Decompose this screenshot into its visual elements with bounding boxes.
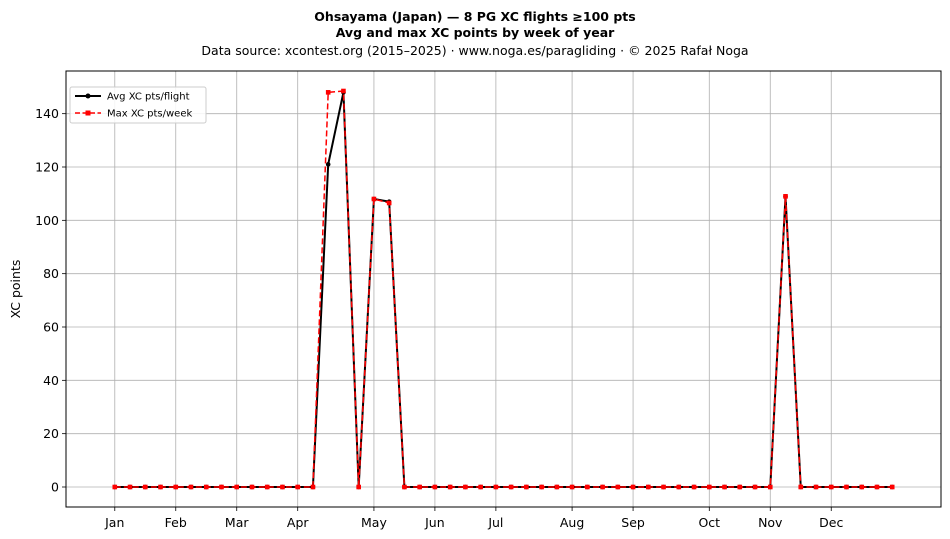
max-point [432, 484, 438, 490]
max-point [371, 196, 377, 202]
max-point [889, 484, 895, 490]
chart-title: Ohsayama (Japan) — 8 PG XC flights ≥100 … [314, 9, 635, 24]
max-point [127, 484, 133, 490]
legend: Avg XC pts/flight Max XC pts/week [69, 86, 207, 124]
max-point [478, 484, 483, 490]
max-point [630, 484, 636, 490]
max-point [356, 484, 361, 490]
max-point [447, 484, 453, 490]
max-point [325, 90, 331, 95]
max-point [539, 484, 544, 490]
legend-max-marker [85, 110, 91, 116]
max-point [264, 484, 270, 490]
y-tick-label: 0 [51, 480, 59, 495]
y-tick-label: 120 [35, 160, 59, 175]
x-tick-label: Dec [819, 515, 843, 530]
y-axis-label: XC points [8, 260, 23, 319]
series-layer [112, 88, 895, 490]
max-point [158, 484, 163, 490]
max-point [203, 484, 209, 490]
legend-avg-label: Avg XC pts/flight [107, 92, 190, 103]
legend-box [69, 86, 207, 124]
series-line-avg [114, 91, 893, 488]
y-tick-label: 20 [43, 426, 59, 441]
y-tick-label: 80 [43, 266, 59, 281]
x-tick-label: Jan [104, 515, 124, 530]
x-tick-label: Jul [487, 515, 503, 530]
max-point [386, 200, 392, 206]
max-point [844, 484, 849, 490]
x-tick-label: Nov [758, 515, 783, 530]
x-tick-label: Jun [424, 515, 445, 530]
max-point [463, 484, 468, 490]
max-point [524, 484, 529, 490]
max-point [767, 484, 773, 490]
legend-avg-marker [85, 93, 91, 99]
max-point [493, 484, 499, 490]
max-point [234, 484, 240, 490]
y-tick-label: 40 [43, 373, 59, 388]
x-tick-label: May [361, 515, 387, 530]
max-point [874, 484, 880, 490]
y-tick-label: 60 [43, 320, 59, 335]
max-point [737, 484, 743, 490]
grid [66, 71, 941, 507]
y-tick-label: 100 [35, 213, 59, 228]
x-tick-label: Sep [621, 515, 645, 530]
series-line-max [114, 90, 893, 488]
max-point [402, 484, 407, 490]
max-point [691, 484, 697, 490]
x-tick-label: Oct [698, 515, 720, 530]
chart-subtitle: Avg and max XC points by week of year [336, 25, 615, 40]
chart-source-line: Data source: xcontest.org (2015–2025) · … [201, 43, 748, 58]
max-point [798, 484, 804, 490]
max-point [828, 484, 834, 490]
x-tick-label: Apr [287, 515, 309, 530]
avg-point [325, 162, 331, 167]
max-point [112, 484, 118, 490]
max-point [600, 484, 605, 490]
max-point [661, 484, 666, 490]
x-axis-ticks: Jan Feb Mar Apr May Jun Jul Aug Sep Oct Nov Dec [104, 507, 843, 530]
max-point [722, 484, 727, 490]
max-point [706, 484, 712, 490]
max-point [508, 484, 514, 490]
max-point [554, 484, 560, 490]
max-point [813, 484, 819, 490]
max-point [173, 484, 179, 490]
max-point [859, 484, 865, 490]
y-axis-ticks: 0 20 40 60 80 100 120 140 [35, 106, 66, 495]
plot-frame [65, 70, 942, 508]
max-point [585, 484, 590, 490]
x-tick-label: Feb [165, 515, 187, 530]
max-point [219, 484, 224, 490]
x-tick-label: Mar [225, 515, 249, 530]
max-point [417, 484, 422, 490]
legend-max-label: Max XC pts/week [107, 109, 192, 120]
max-point [310, 484, 316, 490]
max-point [783, 194, 788, 199]
max-point [569, 484, 575, 490]
max-point [280, 484, 285, 490]
max-point [752, 484, 758, 490]
max-point [188, 484, 194, 490]
max-point [341, 88, 346, 94]
max-point [646, 484, 651, 490]
max-point [249, 484, 255, 490]
max-point [142, 484, 148, 490]
x-tick-label: Aug [560, 515, 584, 530]
max-point [615, 484, 621, 490]
max-point [676, 484, 682, 490]
y-tick-label: 140 [35, 106, 59, 121]
max-point [295, 484, 301, 490]
